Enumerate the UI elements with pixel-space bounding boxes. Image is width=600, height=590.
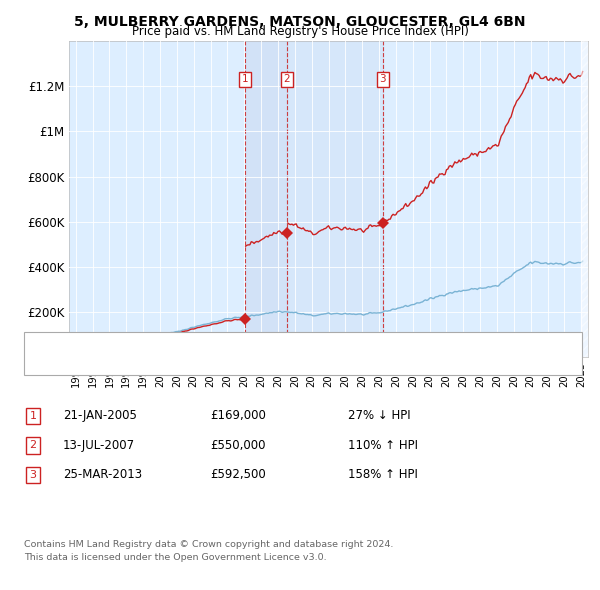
Text: 2: 2 xyxy=(29,441,37,450)
Text: ——: —— xyxy=(30,356,58,370)
Text: 5, MULBERRY GARDENS, MATSON, GLOUCESTER, GL4 6BN (detached house): 5, MULBERRY GARDENS, MATSON, GLOUCESTER,… xyxy=(66,339,484,349)
Text: Contains HM Land Registry data © Crown copyright and database right 2024.: Contains HM Land Registry data © Crown c… xyxy=(24,540,394,549)
Text: 5, MULBERRY GARDENS, MATSON, GLOUCESTER, GL4 6BN: 5, MULBERRY GARDENS, MATSON, GLOUCESTER,… xyxy=(74,15,526,29)
Text: This data is licensed under the Open Government Licence v3.0.: This data is licensed under the Open Gov… xyxy=(24,553,326,562)
Text: 1: 1 xyxy=(29,411,37,421)
Text: 158% ↑ HPI: 158% ↑ HPI xyxy=(348,468,418,481)
Bar xyxy=(581,41,588,357)
Text: Price paid vs. HM Land Registry's House Price Index (HPI): Price paid vs. HM Land Registry's House … xyxy=(131,25,469,38)
Text: 13-JUL-2007: 13-JUL-2007 xyxy=(63,439,135,452)
Text: 3: 3 xyxy=(29,470,37,480)
Text: 3: 3 xyxy=(380,74,386,84)
Text: 25-MAR-2013: 25-MAR-2013 xyxy=(63,468,142,481)
Text: ——: —— xyxy=(30,337,58,351)
Text: 1: 1 xyxy=(242,74,248,84)
Text: 2: 2 xyxy=(284,74,290,84)
Bar xyxy=(287,41,383,357)
Text: £169,000: £169,000 xyxy=(210,409,266,422)
Text: 110% ↑ HPI: 110% ↑ HPI xyxy=(348,439,418,452)
Text: £592,500: £592,500 xyxy=(210,468,266,481)
Text: 27% ↓ HPI: 27% ↓ HPI xyxy=(348,409,410,422)
Text: £550,000: £550,000 xyxy=(210,439,265,452)
Text: HPI: Average price, detached house, Gloucester: HPI: Average price, detached house, Glou… xyxy=(66,358,328,368)
Bar xyxy=(245,41,287,357)
Text: 21-JAN-2005: 21-JAN-2005 xyxy=(63,409,137,422)
